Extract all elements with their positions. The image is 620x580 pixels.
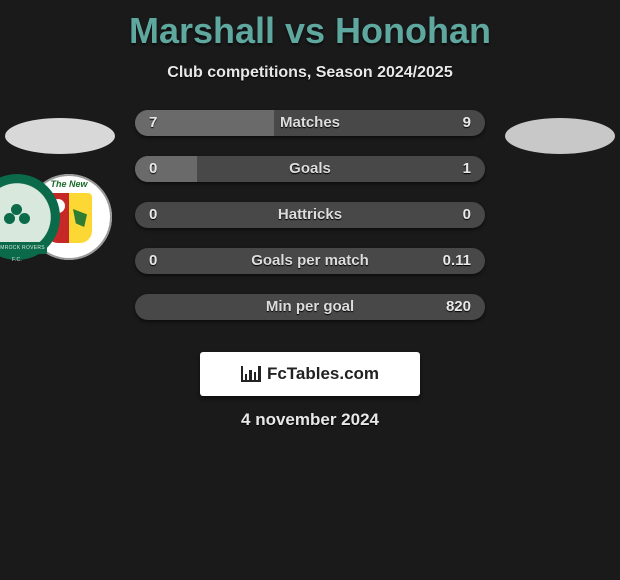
stat-label: Goals [135, 156, 485, 182]
stat-value-right: 0.11 [443, 248, 471, 274]
stat-label: Hattricks [135, 202, 485, 228]
date-text: 4 november 2024 [0, 410, 620, 430]
page-subtitle: Club competitions, Season 2024/2025 [0, 64, 620, 82]
stat-row: Hattricks0 0 [135, 202, 485, 228]
player-left-oval [5, 118, 115, 154]
player-right-oval [505, 118, 615, 154]
stat-label: Goals per match [135, 248, 485, 274]
stat-value-left: 7 [149, 110, 157, 136]
stat-row: Goals per match0 0.11 [135, 248, 485, 274]
stat-row: Goals0 1 [135, 156, 485, 182]
stat-label: Matches [135, 110, 485, 136]
stat-value-left: 0 [149, 248, 157, 274]
tns-text: The New [50, 179, 87, 189]
stat-label: Min per goal [135, 294, 485, 320]
stat-value-right: 1 [463, 156, 471, 182]
stat-value-right: 9 [463, 110, 471, 136]
stat-row: Min per goal820 [135, 294, 485, 320]
shamrock-ribbon: SHAMROCK ROVERS F.C. [0, 242, 47, 254]
stat-value-left: 0 [149, 156, 157, 182]
stat-value-right: 820 [446, 294, 471, 320]
stat-row: Matches7 9 [135, 110, 485, 136]
site-logo[interactable]: FcTables.com [200, 352, 420, 396]
site-logo-text: FcTables.com [267, 364, 379, 384]
chart-icon [241, 366, 261, 382]
page-title: Marshall vs Honohan [0, 0, 620, 52]
stat-value-left: 0 [149, 202, 157, 228]
stat-bars: Matches79Goals01Hattricks00Goals per mat… [135, 110, 485, 340]
shamrock-icon [6, 206, 28, 228]
stat-value-right: 0 [463, 202, 471, 228]
comparison-layout: The New SHAMROCK ROVERS F.C. Matches79Go… [0, 110, 620, 196]
